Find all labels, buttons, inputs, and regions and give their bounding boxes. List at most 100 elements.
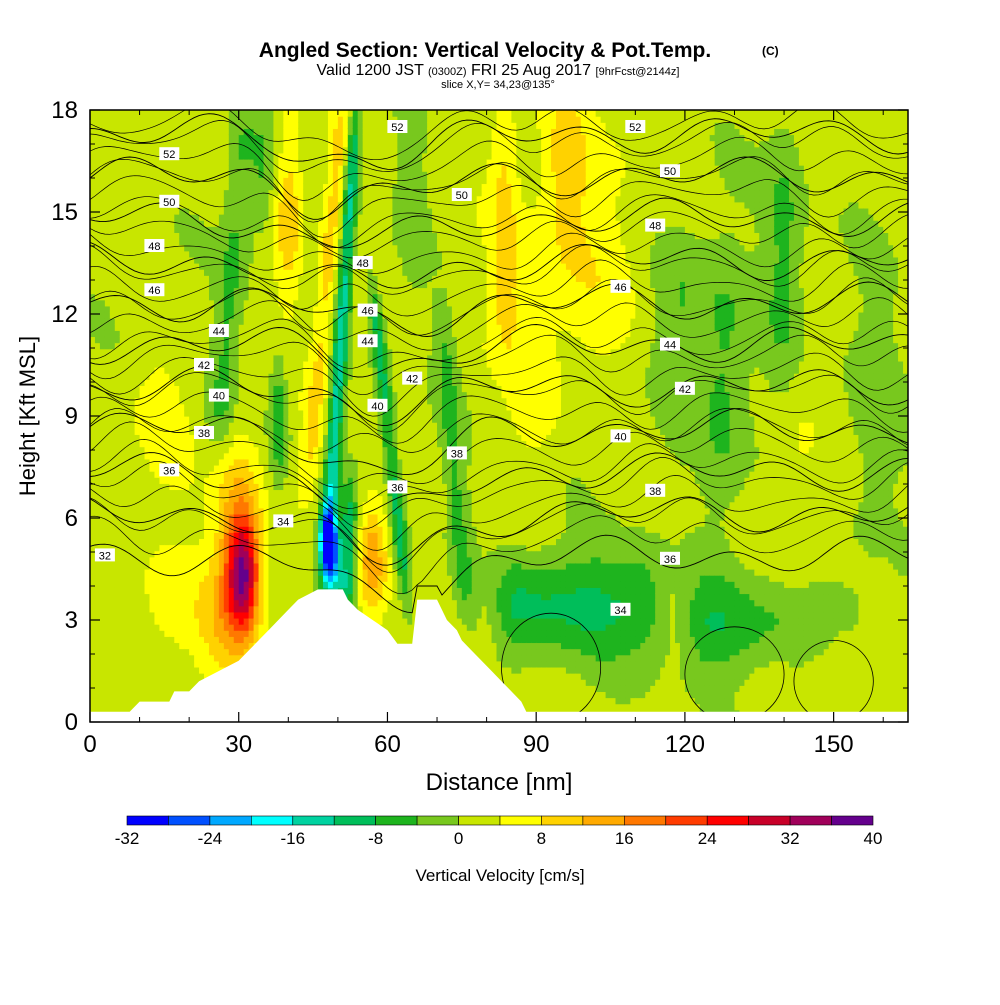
velocity-cell <box>308 116 314 123</box>
velocity-cell <box>278 422 284 429</box>
velocity-cell <box>174 593 180 601</box>
velocity-cell <box>129 452 136 460</box>
velocity-cell <box>308 501 314 509</box>
velocity-cell <box>293 134 299 142</box>
velocity-cell <box>129 250 136 258</box>
velocity-cell <box>189 397 195 405</box>
velocity-cell <box>104 538 111 546</box>
velocity-cell <box>139 232 146 240</box>
velocity-cell <box>238 446 245 454</box>
velocity-cell <box>149 318 156 325</box>
velocity-cell <box>109 409 116 417</box>
velocity-cell <box>139 311 146 319</box>
velocity-cell <box>194 385 200 393</box>
velocity-cell <box>258 379 265 386</box>
velocity-cell <box>233 409 240 417</box>
velocity-cell <box>253 495 260 503</box>
velocity-cell <box>104 287 111 295</box>
velocity-cell <box>308 287 314 295</box>
velocity-cell <box>124 556 131 564</box>
velocity-cell <box>144 513 151 521</box>
velocity-cell <box>184 520 190 527</box>
velocity-cell <box>278 232 284 240</box>
velocity-cell <box>199 599 205 607</box>
velocity-cell <box>218 299 225 307</box>
velocity-cell <box>104 428 111 435</box>
velocity-cell <box>99 630 106 637</box>
velocity-cell <box>104 685 111 692</box>
velocity-cell <box>99 636 106 644</box>
velocity-cell <box>184 342 190 350</box>
velocity-cell <box>318 122 324 129</box>
velocity-cell <box>119 195 126 203</box>
velocity-cell <box>332 569 339 576</box>
velocity-cell <box>164 556 170 564</box>
velocity-cell <box>194 128 200 136</box>
velocity-cell <box>258 152 265 160</box>
velocity-cell <box>298 422 304 429</box>
velocity-cell <box>243 177 250 185</box>
velocity-cell <box>134 526 141 533</box>
velocity-cell <box>149 391 156 399</box>
velocity-cell <box>104 495 111 503</box>
velocity-cell <box>303 177 309 185</box>
velocity-cell <box>134 434 141 442</box>
velocity-cell <box>174 177 180 185</box>
velocity-cell <box>109 183 116 191</box>
velocity-cell <box>293 330 299 338</box>
velocity-cell <box>293 342 299 350</box>
velocity-cell <box>218 360 225 368</box>
velocity-cell <box>293 562 299 570</box>
velocity-cell <box>293 501 299 509</box>
velocity-cell <box>263 250 270 258</box>
velocity-cell <box>139 116 146 123</box>
velocity-cell <box>194 263 200 270</box>
velocity-cell <box>288 581 294 588</box>
velocity-cell <box>149 538 156 546</box>
velocity-cell <box>293 428 299 435</box>
velocity-cell <box>208 654 215 662</box>
velocity-cell <box>94 428 101 435</box>
velocity-cell <box>144 385 151 393</box>
velocity-cell <box>327 550 334 558</box>
velocity-cell <box>94 244 101 252</box>
velocity-cell <box>223 464 230 472</box>
velocity-cell <box>139 409 146 417</box>
velocity-cell <box>134 152 141 160</box>
velocity-cell <box>139 440 146 448</box>
velocity-cell <box>323 269 329 276</box>
velocity-cell <box>189 409 195 417</box>
velocity-cell <box>174 489 180 497</box>
velocity-cell <box>233 158 240 166</box>
velocity-cell <box>243 287 250 295</box>
velocity-cell <box>179 110 185 117</box>
velocity-cell <box>169 660 175 668</box>
velocity-cell <box>318 477 324 484</box>
velocity-cell <box>90 636 96 644</box>
velocity-cell <box>268 422 275 429</box>
velocity-cell <box>283 477 289 484</box>
velocity-cell <box>283 299 289 307</box>
velocity-cell <box>253 281 260 289</box>
velocity-cell <box>253 311 260 319</box>
velocity-cell <box>283 605 289 613</box>
velocity-cell <box>298 189 304 197</box>
velocity-cell <box>129 703 136 711</box>
velocity-cell <box>199 293 205 301</box>
velocity-cell <box>194 538 200 546</box>
velocity-cell <box>94 158 101 166</box>
velocity-cell <box>104 507 111 515</box>
velocity-cell <box>159 416 165 423</box>
velocity-cell <box>243 575 250 582</box>
velocity-cell <box>144 146 151 154</box>
velocity-cell <box>104 324 111 331</box>
velocity-cell <box>223 532 230 539</box>
velocity-cell <box>174 140 180 148</box>
velocity-cell <box>104 177 111 185</box>
velocity-cell <box>213 495 220 503</box>
velocity-cell <box>308 440 314 448</box>
velocity-cell <box>164 177 170 185</box>
velocity-cell <box>119 581 126 588</box>
velocity-cell <box>119 232 126 240</box>
velocity-cell <box>149 575 156 582</box>
